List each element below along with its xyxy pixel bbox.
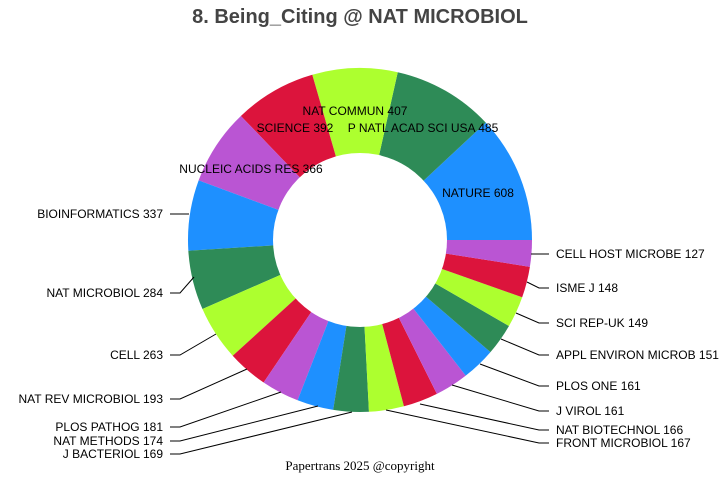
slice-label: J VIROL 161 [556, 404, 625, 418]
slice-label: PLOS PATHOG 181 [55, 420, 163, 434]
leader-line [500, 338, 549, 356]
leader-lines [170, 213, 549, 455]
copyright-footer: Papertrans 2025 @copyright [285, 458, 435, 473]
slice-label: SCIENCE 392 [257, 121, 334, 135]
donut-hole [273, 153, 447, 327]
leader-line [170, 411, 353, 455]
leader-line [170, 368, 248, 400]
leader-line [170, 276, 195, 294]
leader-line [526, 281, 549, 289]
slice-label: NAT MICROBIOL 284 [47, 286, 164, 300]
slice-label: P NATL ACAD SCI USA 485 [348, 121, 499, 135]
slice-label: BIOINFORMATICS 337 [37, 207, 163, 221]
slice-label: SCI REP-UK 149 [556, 316, 648, 330]
leader-line [170, 333, 217, 356]
leader-line [170, 391, 282, 428]
slice-label: J BACTERIOL 169 [63, 447, 164, 461]
slice-label: FRONT MICROBIOL 167 [556, 436, 691, 450]
leader-line [385, 409, 549, 444]
slice-label: NAT METHODS 174 [53, 434, 163, 448]
slice-labels: NATURE 608 P NATL ACAD SCI USA 485 NAT COM… [19, 104, 720, 461]
slice-label: ISME J 148 [556, 281, 618, 295]
slice-label: APPL ENVIRON MICROB 151 [556, 348, 719, 362]
slice-label: NATURE 608 [442, 186, 514, 200]
leader-line [515, 312, 549, 324]
slice-label: NAT BIOTECHNOL 166 [556, 423, 683, 437]
slice-label: NUCLEIC ACIDS RES 366 [179, 162, 323, 176]
slice-label: CELL 263 [110, 348, 163, 362]
leader-line [170, 405, 319, 442]
slice-label: NAT COMMUN 407 [303, 104, 408, 118]
chart-title: 8. Being_Citing @ NAT MICROBIOL [192, 6, 528, 28]
slice-label: NAT REV MICROBIOL 193 [19, 392, 164, 406]
leader-line [451, 384, 549, 412]
leader-line [479, 363, 549, 387]
slice-label: CELL HOST MICROBE 127 [556, 247, 705, 261]
slice-label: PLOS ONE 161 [556, 379, 641, 393]
leader-line [419, 403, 549, 431]
